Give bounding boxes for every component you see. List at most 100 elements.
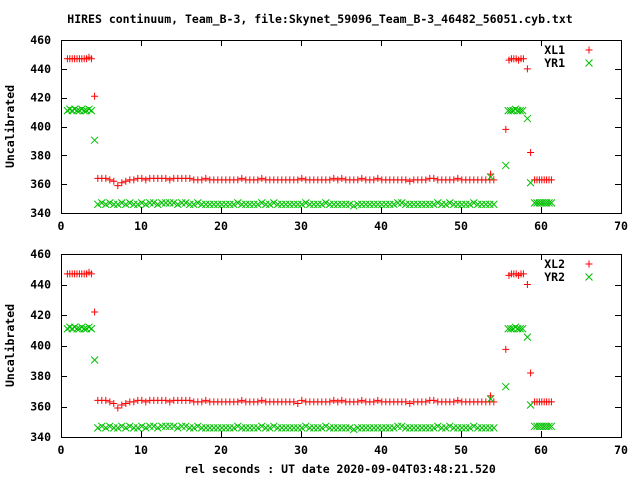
data-point	[193, 422, 202, 431]
data-point	[73, 106, 81, 115]
plot-panel-2: 0 10 20 30 40 50 60 70 340 360 380 400 420 440 460 Unca…	[3, 247, 628, 457]
legend-marker	[585, 273, 593, 281]
y-tick-label: 360	[30, 400, 51, 414]
data-point	[547, 398, 555, 406]
series-yr2	[63, 323, 556, 434]
data-point	[297, 200, 306, 209]
x-tick-label: 0	[58, 443, 65, 457]
data-point	[485, 200, 494, 209]
data-point	[519, 55, 527, 63]
data-point	[141, 200, 150, 209]
data-point	[141, 423, 150, 432]
data-point	[294, 399, 302, 407]
data-point	[241, 200, 250, 209]
data-point	[453, 200, 462, 209]
data-point	[202, 174, 210, 182]
data-point	[313, 200, 322, 209]
plot-panel-1: 0 10 20 30 40 50 60 70 340 360 380 400 420 440 460 Unca…	[3, 33, 628, 233]
data-point	[213, 423, 222, 432]
data-point	[189, 200, 198, 209]
plot-frame	[61, 254, 622, 438]
data-point	[281, 423, 290, 432]
y-tick-label: 380	[30, 369, 51, 383]
data-point	[201, 200, 210, 209]
data-point	[338, 396, 346, 404]
data-point	[169, 422, 178, 431]
data-point	[166, 398, 174, 406]
data-point	[293, 200, 302, 209]
data-point	[329, 200, 338, 209]
data-point	[162, 396, 170, 404]
data-point	[317, 200, 326, 209]
data-point	[97, 199, 106, 207]
x-tick-label: 30	[294, 219, 308, 233]
data-point	[373, 423, 382, 432]
data-point	[229, 200, 238, 209]
data-point	[138, 174, 146, 182]
data-point	[349, 201, 358, 210]
data-point	[334, 176, 342, 184]
data-point	[425, 423, 434, 432]
data-point	[547, 199, 556, 207]
data-point	[547, 422, 556, 431]
data-point	[93, 200, 102, 209]
data-point	[229, 423, 238, 432]
legend-label: XL1	[544, 43, 565, 57]
data-point	[87, 270, 95, 278]
data-point	[209, 200, 218, 209]
data-point	[321, 422, 330, 431]
data-point	[80, 106, 89, 115]
data-point	[373, 200, 382, 209]
x-tick-label: 50	[454, 219, 468, 233]
data-point	[357, 200, 366, 209]
data-point	[326, 398, 334, 406]
data-point	[501, 161, 510, 170]
data-point	[527, 369, 535, 377]
data-point	[173, 200, 182, 209]
data-point	[334, 398, 342, 406]
data-point	[153, 200, 162, 209]
data-point	[406, 177, 414, 185]
data-point	[441, 423, 450, 432]
y-tick-label: 460	[30, 247, 51, 261]
data-point	[487, 392, 495, 400]
data-point	[321, 199, 330, 207]
data-point	[233, 422, 242, 431]
data-point	[130, 176, 138, 184]
data-point	[409, 423, 418, 432]
data-point	[413, 200, 422, 209]
y-tick-label: 360	[30, 177, 51, 191]
data-point	[73, 324, 81, 333]
data-point	[405, 200, 414, 209]
data-point	[193, 199, 202, 207]
data-point	[198, 176, 206, 184]
data-point	[201, 423, 210, 432]
data-point	[389, 200, 398, 209]
data-point	[121, 200, 130, 209]
data-point	[102, 174, 110, 182]
legend-label: YR1	[544, 56, 565, 70]
data-point	[374, 396, 382, 404]
data-point	[461, 200, 470, 209]
data-point	[213, 200, 222, 209]
data-point	[290, 398, 298, 406]
data-point	[385, 423, 394, 432]
data-point	[245, 200, 254, 209]
data-point	[358, 396, 366, 404]
data-point	[166, 176, 174, 184]
data-point	[333, 200, 342, 209]
data-point	[254, 398, 262, 406]
data-point	[149, 422, 158, 431]
data-point	[202, 396, 210, 404]
x-tick-label: 70	[614, 219, 628, 233]
data-point	[165, 422, 174, 431]
data-point	[117, 199, 126, 207]
data-point	[469, 422, 478, 431]
data-point	[225, 200, 234, 209]
data-point	[221, 200, 230, 209]
data-point	[429, 200, 438, 209]
data-point	[301, 422, 310, 431]
data-point	[385, 200, 394, 209]
data-point	[526, 401, 535, 409]
data-point	[397, 199, 406, 207]
